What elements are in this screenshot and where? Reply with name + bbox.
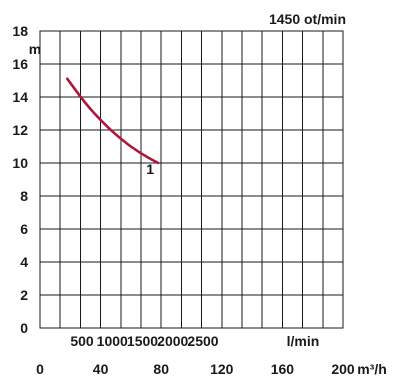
x-tick-label: 0 bbox=[36, 361, 44, 376]
y-tick-label: 6 bbox=[20, 221, 28, 237]
x-tick-label: 120 bbox=[210, 361, 234, 376]
y-tick-label: 2 bbox=[20, 287, 28, 303]
y-tick-labels: 0 2 4 6 8 10 12 14 16 18 bbox=[12, 23, 28, 336]
y-axis-label: m bbox=[29, 41, 41, 57]
series-label: 1 bbox=[146, 161, 154, 177]
chart-title: 1450 ot/min bbox=[269, 11, 346, 27]
y-tick-label: 0 bbox=[20, 320, 28, 336]
secondary-x-tick-label: 1500 bbox=[127, 333, 158, 349]
y-tick-label: 18 bbox=[12, 23, 28, 39]
secondary-x-tick-label: 500 bbox=[70, 333, 94, 349]
y-tick-label: 16 bbox=[12, 56, 28, 72]
grid bbox=[40, 31, 343, 328]
x-tick-label: 160 bbox=[271, 361, 295, 376]
secondary-x-tick-label: 1000 bbox=[97, 333, 128, 349]
x-tick-label: 40 bbox=[93, 361, 109, 376]
y-tick-label: 4 bbox=[20, 254, 28, 270]
secondary-x-tick-label: 2500 bbox=[187, 333, 218, 349]
y-tick-label: 8 bbox=[20, 188, 28, 204]
plot-frame bbox=[39, 30, 344, 329]
y-tick-label: 14 bbox=[12, 89, 28, 105]
x-tick-label: 200 bbox=[331, 361, 355, 376]
x-axis-label: m³/h bbox=[357, 361, 387, 376]
series-layer: 1 bbox=[66, 77, 160, 177]
x-tick-labels: 0 40 80 120 160 200 bbox=[36, 361, 355, 376]
series-curve bbox=[66, 77, 160, 165]
secondary-x-tick-labels: 500 1000 1500 2000 2500 bbox=[70, 333, 218, 349]
secondary-x-tick-label: 2000 bbox=[157, 333, 188, 349]
secondary-x-axis-label: l/min bbox=[287, 333, 320, 349]
y-tick-label: 12 bbox=[12, 122, 28, 138]
x-tick-label: 80 bbox=[153, 361, 169, 376]
y-tick-label: 10 bbox=[12, 155, 28, 171]
